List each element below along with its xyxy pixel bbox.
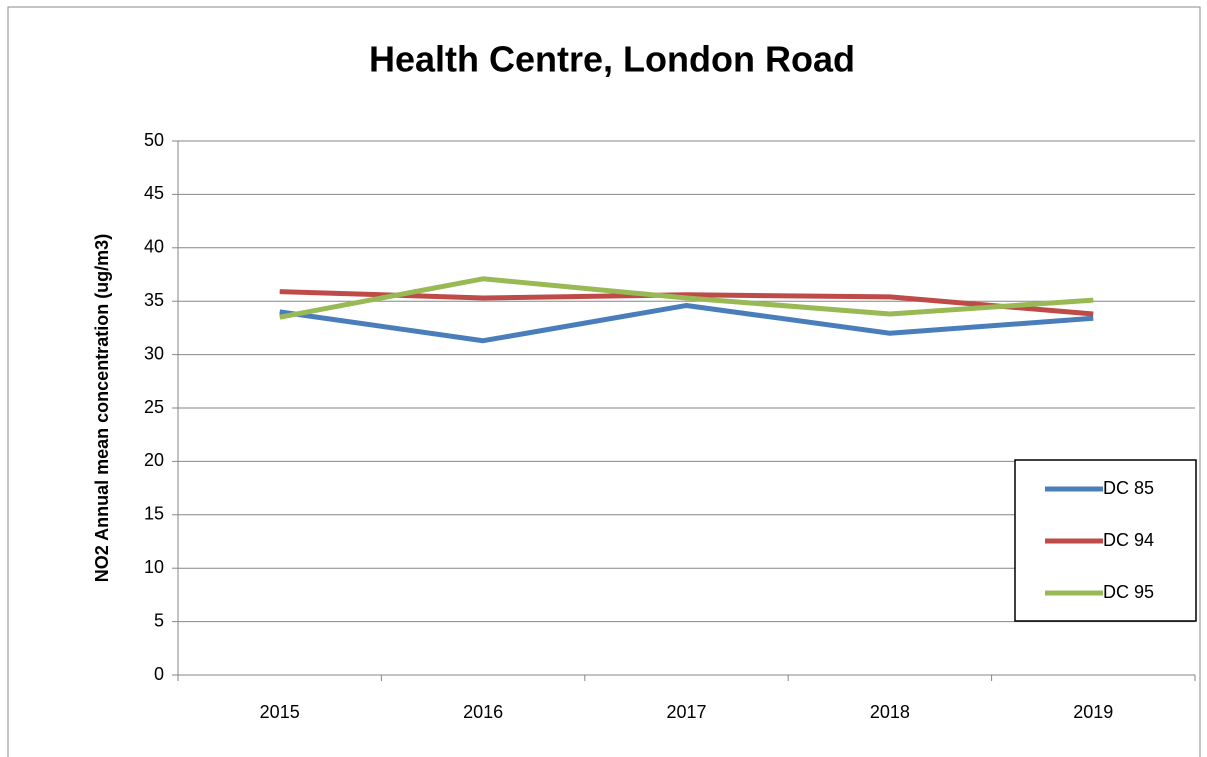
y-tick-label: 25 bbox=[144, 397, 164, 417]
chart-border bbox=[7, 6, 1201, 757]
legend-label: DC 95 bbox=[1103, 582, 1154, 602]
legend-label: DC 85 bbox=[1103, 478, 1154, 498]
y-axis-label: NO2 Annual mean concentration (ug/m3) bbox=[92, 234, 112, 582]
y-tick-label: 5 bbox=[154, 610, 164, 630]
chart-title: Health Centre, London Road bbox=[369, 39, 855, 80]
y-tick-label: 30 bbox=[144, 343, 164, 363]
y-tick-label: 50 bbox=[144, 130, 164, 150]
x-tick-label: 2019 bbox=[1073, 702, 1113, 722]
x-tick-label: 2018 bbox=[870, 702, 910, 722]
line-series bbox=[279, 302, 1094, 344]
legend-label: DC 94 bbox=[1103, 530, 1154, 550]
y-tick-label: 10 bbox=[144, 557, 164, 577]
x-tick-label: 2016 bbox=[463, 702, 503, 722]
y-tick-label: 35 bbox=[144, 290, 164, 310]
line-series bbox=[279, 289, 1094, 317]
line-series bbox=[279, 276, 1094, 320]
x-tick-label: 2015 bbox=[260, 702, 300, 722]
y-tick-label: 0 bbox=[154, 664, 164, 684]
y-tick-label: 20 bbox=[144, 450, 164, 470]
y-tick-label: 15 bbox=[144, 504, 164, 524]
y-tick-label: 45 bbox=[144, 183, 164, 203]
y-tick-label: 40 bbox=[144, 237, 164, 257]
x-tick-label: 2017 bbox=[666, 702, 706, 722]
